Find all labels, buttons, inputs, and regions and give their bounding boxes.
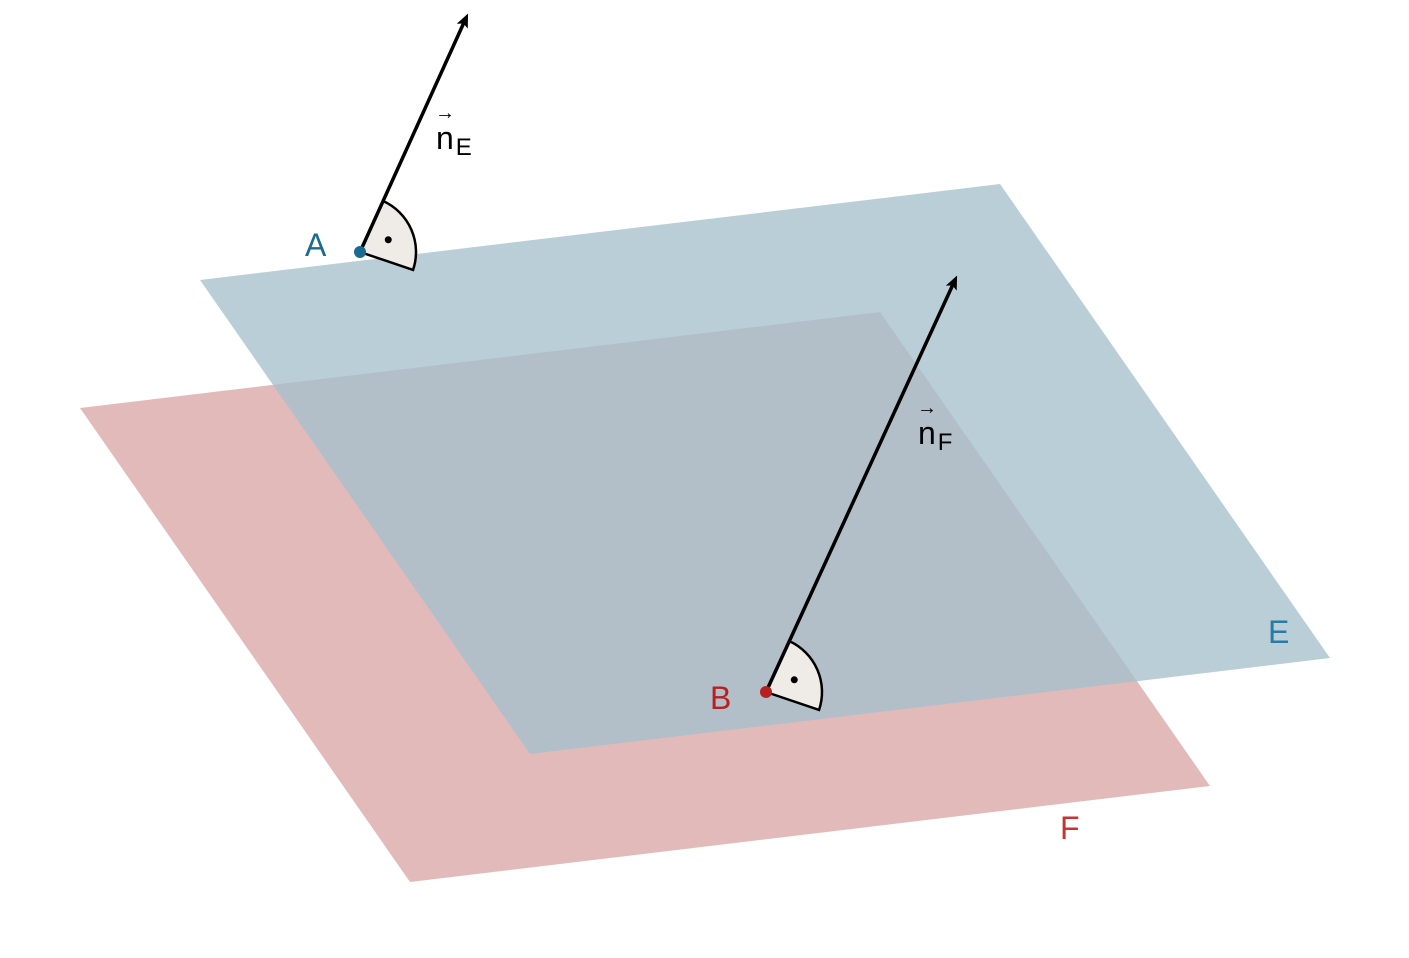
label-plane-F: F — [1060, 810, 1080, 847]
label-A: A — [305, 227, 326, 264]
label-nF-sub: F — [938, 429, 953, 456]
label-nE-sub: E — [456, 134, 472, 161]
label-B: B — [710, 680, 731, 717]
label-normal-F: → nF — [918, 415, 950, 452]
point-B — [760, 686, 772, 698]
label-plane-E: E — [1268, 614, 1289, 651]
diagram-svg — [0, 0, 1409, 958]
arrow-over-nE: → — [435, 102, 453, 125]
arrow-over-nF: → — [917, 397, 935, 420]
point-A — [354, 246, 366, 258]
label-nF-main: n — [918, 415, 936, 451]
label-nE-main: n — [436, 120, 454, 156]
label-normal-E: → nE — [436, 120, 470, 157]
